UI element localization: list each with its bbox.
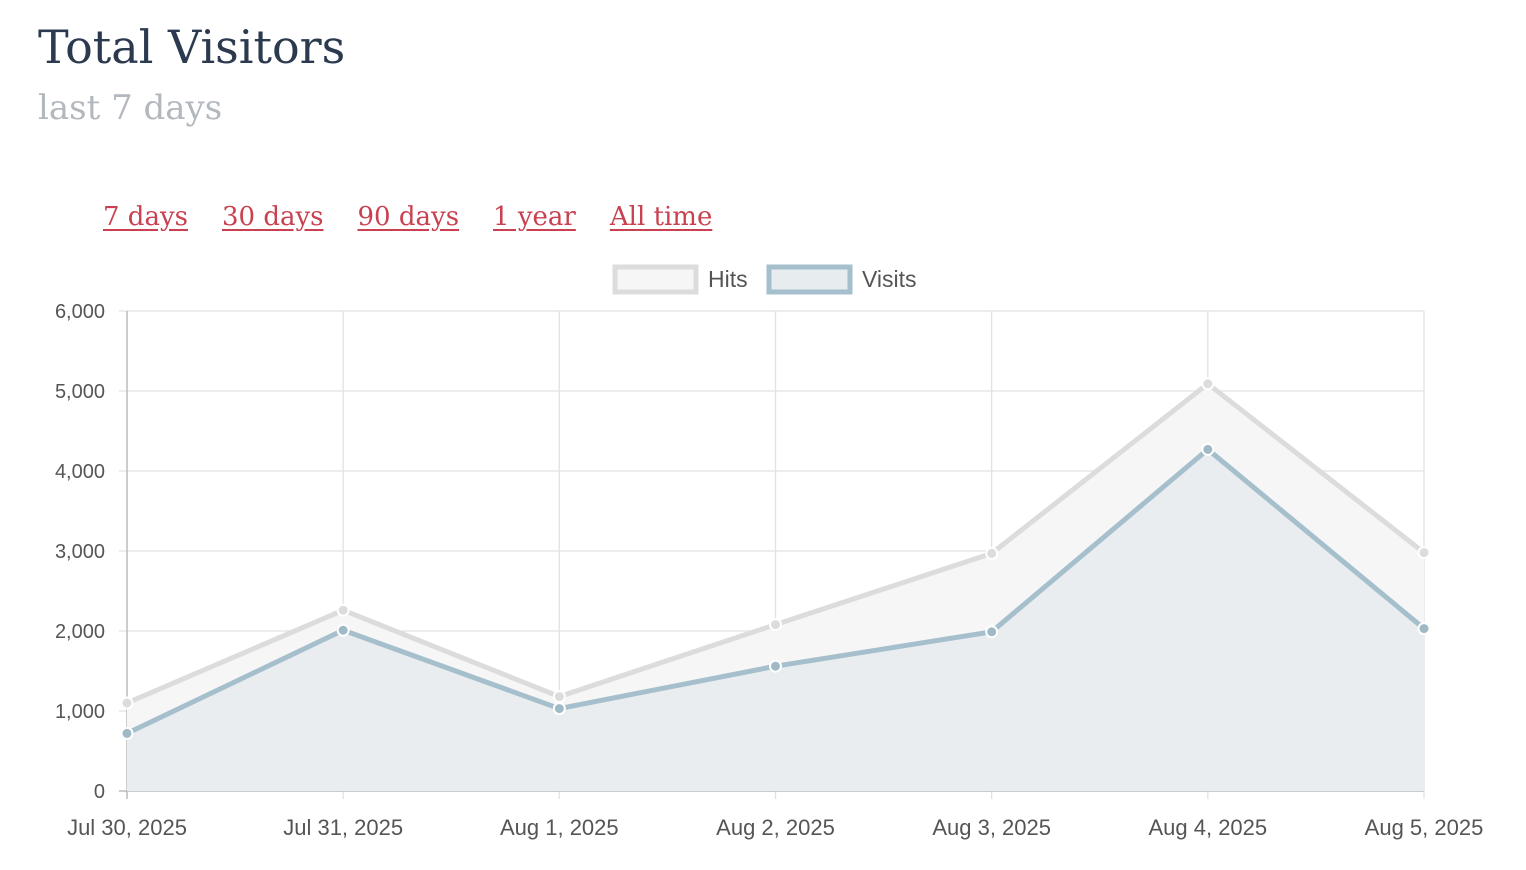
- legend-label-visits: Visits: [862, 266, 917, 292]
- range-link-all-time[interactable]: All time: [609, 202, 713, 232]
- range-link-7-days[interactable]: 7 days: [103, 202, 188, 232]
- y-tick-label: 0: [94, 781, 105, 803]
- range-link-90-days[interactable]: 90 days: [357, 202, 460, 232]
- visits-area: [127, 449, 1424, 791]
- x-tick-label: Aug 2, 2025: [716, 815, 835, 840]
- range-link-1-year[interactable]: 1 year: [493, 202, 576, 232]
- visits-point: [1417, 622, 1431, 636]
- hits-point: [552, 690, 566, 704]
- page-subtitle: last 7 days: [38, 88, 223, 128]
- legend-swatch-hits: [612, 264, 699, 295]
- y-tick-label: 5,000: [55, 381, 105, 403]
- legend-label-hits: Hits: [708, 266, 748, 292]
- hits-point: [1201, 377, 1215, 391]
- visits-point: [769, 659, 782, 673]
- visits-point: [552, 702, 566, 716]
- y-tick-label: 1,000: [55, 701, 105, 723]
- range-link-30-days[interactable]: 30 days: [221, 202, 324, 232]
- visits-point: [985, 625, 999, 639]
- y-tick-label: 2,000: [55, 621, 105, 643]
- hits-point: [1417, 546, 1431, 560]
- x-tick-label: Jul 30, 2025: [67, 815, 187, 840]
- x-tick-label: Aug 3, 2025: [932, 815, 1051, 840]
- hits-point: [985, 546, 999, 560]
- visits-point: [336, 623, 350, 637]
- hits-point: [120, 696, 134, 710]
- y-tick-label: 3,000: [55, 541, 105, 563]
- page-title: Total Visitors: [38, 20, 346, 74]
- y-tick-label: 6,000: [55, 301, 105, 323]
- hits-point: [336, 603, 350, 617]
- hits-point: [769, 618, 782, 632]
- x-tick-label: Aug 5, 2025: [1365, 815, 1484, 840]
- y-tick-label: 4,000: [55, 461, 105, 483]
- legend-swatch-visits: [766, 264, 853, 295]
- visits-point: [1201, 442, 1215, 456]
- x-tick-label: Aug 1, 2025: [500, 815, 619, 840]
- x-tick-label: Jul 31, 2025: [283, 815, 403, 840]
- visits-point: [120, 726, 134, 740]
- x-tick-label: Aug 4, 2025: [1148, 815, 1267, 840]
- range-selector: 7 days 30 days 90 days 1 year All time: [103, 202, 712, 232]
